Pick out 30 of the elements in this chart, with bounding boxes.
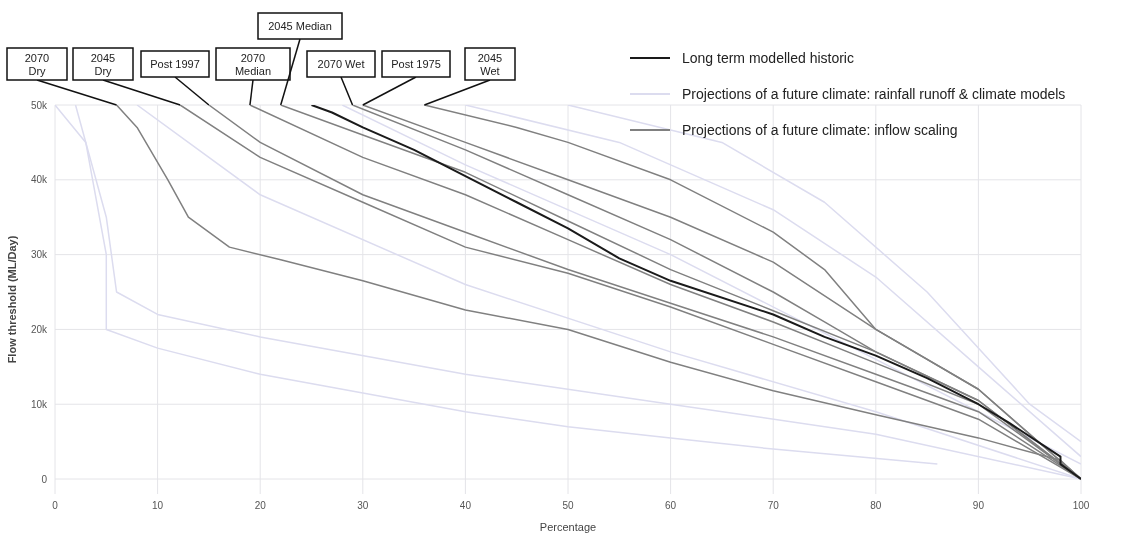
legend-label: Long term modelled historic [682, 50, 854, 66]
annotation: Post 1975 [391, 58, 441, 70]
y-tick-label: 10k [30, 398, 48, 410]
x-tick-label: 90 [972, 500, 985, 512]
y-tick-label: 20k [30, 323, 48, 335]
x-tick-label: 10 [152, 500, 164, 512]
x-tick-label: 100 [1072, 500, 1090, 512]
annotation: 2045 Median [268, 20, 332, 32]
x-tick-label: 20 [254, 500, 267, 512]
annotation: 2045 Wet [477, 51, 503, 77]
legend-label: Projections of a future climate: inflow scaling [682, 122, 958, 138]
y-tick-label: 40k [30, 174, 48, 186]
x-axis-title: Percentage [539, 521, 597, 533]
annotation: 2045 Dry [90, 51, 116, 77]
annotation: 2070 Dry [24, 51, 50, 77]
annotation: Post 1997 [150, 58, 200, 70]
x-tick-label: 80 [870, 500, 882, 512]
y-axis-title: Flow threshold (ML/Day) [5, 235, 18, 364]
x-tick-label: 70 [767, 500, 780, 512]
x-tick-label: 40 [459, 500, 472, 512]
y-tick-label: 0 [41, 473, 48, 485]
annotation: 2070 Wet [317, 58, 365, 70]
y-tick-label: 30k [30, 249, 48, 261]
x-tick-label: 0 [52, 500, 59, 512]
legend-label: Projections of a future climate: rainfall runoff & climate models [682, 86, 1066, 102]
x-tick-label: 60 [665, 500, 677, 512]
x-tick-label: 50 [562, 500, 574, 512]
annotation: 2070 Median [234, 51, 272, 77]
x-tick-label: 30 [357, 500, 369, 512]
y-tick-label: 50k [30, 99, 48, 111]
